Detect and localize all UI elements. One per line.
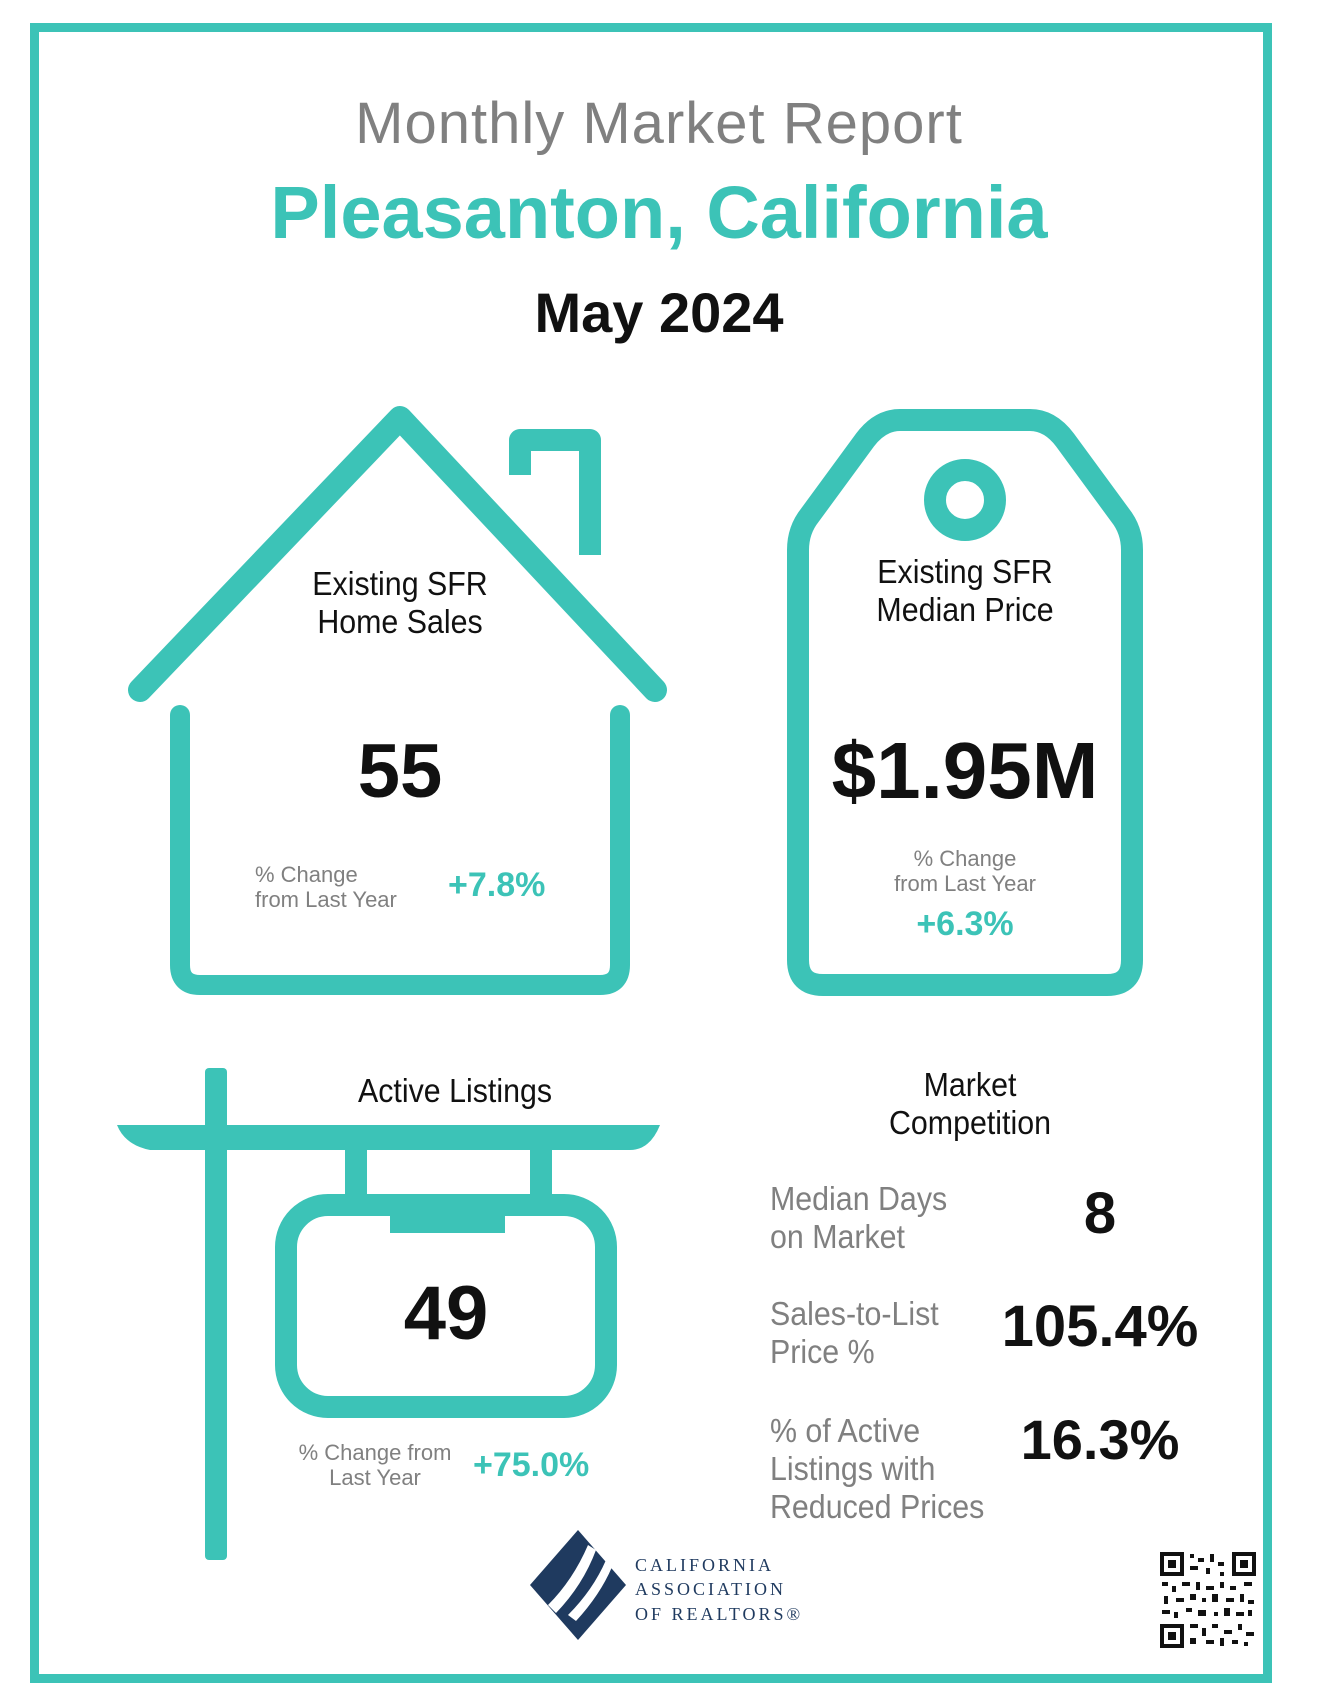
page-border — [30, 23, 1272, 1683]
active-listings-change-line1: % Change from — [298, 1440, 452, 1465]
active-listings-label: Active Listings — [357, 1072, 553, 1109]
median-days-value: 8 — [1083, 1181, 1117, 1246]
home-sales-change-value: +7.8% — [448, 866, 546, 904]
report-date: May 2024 — [534, 281, 784, 344]
price-tag-icon — [787, 409, 1143, 996]
median-price-label: Existing SFR Median Price — [864, 553, 1066, 629]
market-competition-title: Market Competition — [869, 1066, 1071, 1142]
reduced-prices-value: 16.3% — [1020, 1408, 1180, 1471]
qr-code — [1160, 1552, 1256, 1648]
median-price-change-value: +6.3% — [916, 905, 1014, 943]
house-icon — [128, 406, 667, 995]
median-price-change-line2: from Last Year — [894, 871, 1036, 897]
active-listings-change-label: % Change from Last Year — [295, 1440, 455, 1491]
logo-line2: ASSOCIATION — [635, 1579, 787, 1600]
car-logo-text: CALIFORNIA ASSOCIATION OF REALTORS® — [635, 1553, 803, 1626]
reduced-prices-label: % of Active Listings with Reduced Prices — [770, 1412, 984, 1526]
home-sales-label-line1: Existing SFR — [312, 565, 488, 602]
median-days-label: Median Days on Market — [770, 1180, 947, 1256]
home-sales-label: Existing SFR Home Sales — [308, 565, 492, 641]
reduced-prices-label-line1: % of Active — [770, 1412, 921, 1449]
median-price-value: $1.95M — [831, 726, 1099, 815]
home-sales-value: 55 — [357, 729, 443, 814]
sales-to-list-label-line1: Sales-to-List — [770, 1295, 939, 1332]
median-price-change-label: % Change from Last Year — [865, 846, 1065, 897]
home-sales-change-line1: % Change — [255, 862, 358, 887]
reduced-prices-label-line2: Listings with — [770, 1449, 936, 1487]
median-days-label-line1: Median Days — [770, 1180, 948, 1217]
logo-line3: OF REALTORS® — [635, 1603, 804, 1624]
city-title: Pleasanton, California — [270, 171, 1048, 254]
active-listings-value: 49 — [403, 1271, 489, 1356]
home-sales-change-label: % Change from Last Year — [255, 862, 397, 913]
market-competition-title-line1: Market — [923, 1066, 1017, 1103]
home-sales-label-line2: Home Sales — [317, 602, 483, 640]
median-price-change-line1: % Change — [913, 846, 1017, 871]
sign-post-icon — [117, 1068, 660, 1560]
reduced-prices-label-line3: Reduced Prices — [770, 1487, 985, 1525]
market-competition-title-line2: Competition — [888, 1103, 1052, 1141]
sales-to-list-label: Sales-to-List Price % — [770, 1295, 939, 1371]
car-logo-mark — [530, 1530, 626, 1640]
logo-line1: CALIFORNIA — [635, 1555, 775, 1575]
median-days-label-line2: on Market — [770, 1217, 905, 1255]
sales-to-list-value: 105.4% — [1001, 1294, 1199, 1359]
active-listings-change-value: +75.0% — [473, 1446, 590, 1484]
report-title: Monthly Market Report — [355, 91, 963, 156]
sales-to-list-label-line2: Price % — [770, 1332, 875, 1370]
median-price-label-line2: Median Price — [876, 590, 1054, 628]
median-price-label-line1: Existing SFR — [877, 553, 1053, 590]
home-sales-change-line2: from Last Year — [255, 887, 397, 913]
active-listings-change-line2: Last Year — [329, 1465, 421, 1491]
